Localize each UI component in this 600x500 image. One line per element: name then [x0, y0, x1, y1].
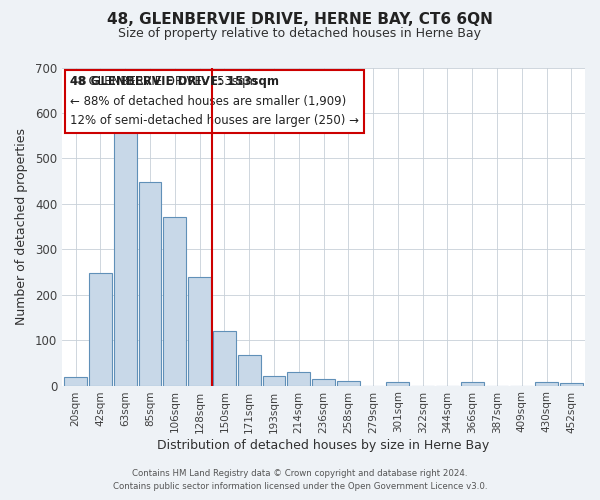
- Text: 48 GLENBERVIE DRIVE: 153sqm: 48 GLENBERVIE DRIVE: 153sqm: [70, 76, 279, 128]
- Bar: [337, 381, 360, 386]
- Bar: [114, 120, 137, 386]
- Bar: [287, 372, 310, 386]
- Bar: [64, 378, 87, 386]
- Bar: [213, 331, 236, 386]
- Bar: [535, 382, 558, 386]
- Text: Size of property relative to detached houses in Herne Bay: Size of property relative to detached ho…: [119, 28, 482, 40]
- Bar: [461, 382, 484, 386]
- Bar: [560, 384, 583, 386]
- Bar: [163, 216, 186, 386]
- Text: Contains HM Land Registry data © Crown copyright and database right 2024.
Contai: Contains HM Land Registry data © Crown c…: [113, 470, 487, 491]
- Bar: [139, 182, 161, 386]
- X-axis label: Distribution of detached houses by size in Herne Bay: Distribution of detached houses by size …: [157, 440, 490, 452]
- Y-axis label: Number of detached properties: Number of detached properties: [15, 128, 28, 325]
- Text: 48, GLENBERVIE DRIVE, HERNE BAY, CT6 6QN: 48, GLENBERVIE DRIVE, HERNE BAY, CT6 6QN: [107, 12, 493, 28]
- Bar: [386, 382, 409, 386]
- Bar: [188, 278, 211, 386]
- Bar: [89, 273, 112, 386]
- Bar: [312, 379, 335, 386]
- Bar: [263, 376, 286, 386]
- Text: 48 GLENBERVIE DRIVE: 153sqm
← 88% of detached houses are smaller (1,909)
12% of : 48 GLENBERVIE DRIVE: 153sqm ← 88% of det…: [70, 76, 359, 128]
- Bar: [238, 354, 260, 386]
